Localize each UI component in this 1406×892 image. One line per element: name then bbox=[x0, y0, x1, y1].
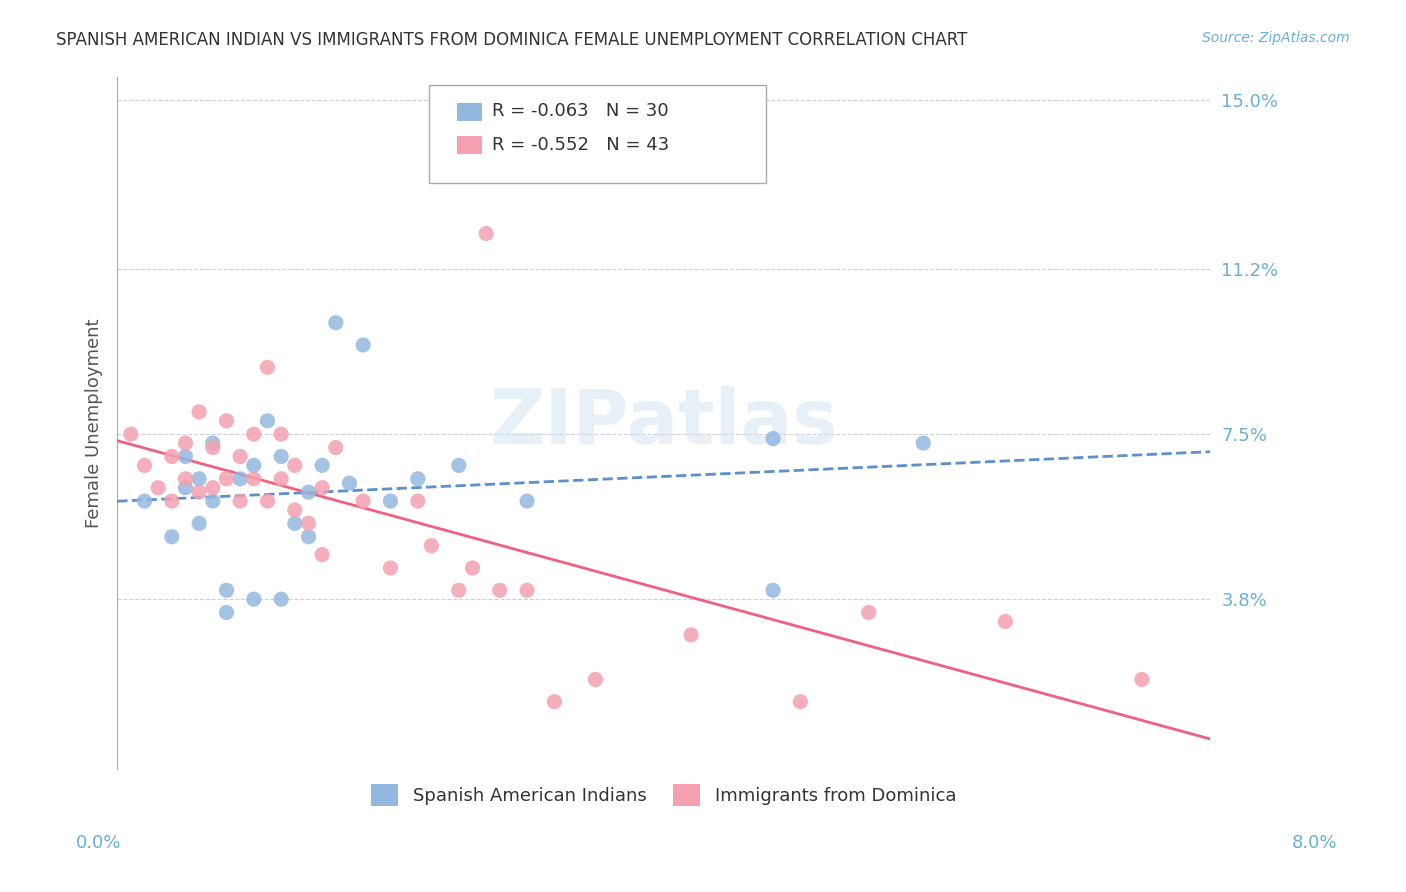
Point bbox=[188, 516, 211, 531]
Point bbox=[270, 472, 292, 486]
Point bbox=[243, 458, 266, 473]
Point bbox=[243, 472, 266, 486]
Point bbox=[461, 561, 484, 575]
Point bbox=[174, 481, 197, 495]
Point bbox=[215, 472, 238, 486]
Point bbox=[201, 441, 224, 455]
Point bbox=[789, 695, 811, 709]
Y-axis label: Female Unemployment: Female Unemployment bbox=[86, 318, 103, 528]
Point bbox=[188, 405, 211, 419]
Point bbox=[543, 695, 565, 709]
Point bbox=[325, 441, 347, 455]
Point bbox=[297, 530, 319, 544]
Point bbox=[201, 436, 224, 450]
Point bbox=[256, 414, 278, 428]
Point bbox=[380, 561, 402, 575]
Point bbox=[160, 494, 183, 508]
Point bbox=[447, 458, 470, 473]
Point bbox=[339, 476, 361, 491]
Point bbox=[406, 494, 429, 508]
Point bbox=[215, 414, 238, 428]
Point bbox=[681, 628, 703, 642]
Point bbox=[256, 360, 278, 375]
Point bbox=[284, 516, 307, 531]
Point bbox=[229, 450, 252, 464]
Point bbox=[583, 673, 606, 687]
Legend: Spanish American Indians, Immigrants from Dominica: Spanish American Indians, Immigrants fro… bbox=[361, 775, 966, 815]
Point bbox=[406, 472, 429, 486]
Point bbox=[352, 494, 374, 508]
Text: ZIPatlas: ZIPatlas bbox=[489, 386, 838, 460]
Point bbox=[174, 450, 197, 464]
Point bbox=[284, 503, 307, 517]
Point bbox=[243, 592, 266, 607]
Text: R = -0.552   N = 43: R = -0.552 N = 43 bbox=[492, 136, 669, 153]
Point bbox=[516, 494, 538, 508]
Point bbox=[420, 539, 443, 553]
Point bbox=[229, 472, 252, 486]
Point bbox=[912, 436, 935, 450]
Point bbox=[188, 485, 211, 500]
Point bbox=[256, 494, 278, 508]
Point bbox=[447, 583, 470, 598]
Text: 0.0%: 0.0% bbox=[76, 834, 121, 852]
Point bbox=[762, 432, 785, 446]
Point bbox=[488, 583, 510, 598]
Point bbox=[148, 481, 170, 495]
Point bbox=[270, 592, 292, 607]
Point bbox=[762, 583, 785, 598]
Point bbox=[201, 481, 224, 495]
Text: Source: ZipAtlas.com: Source: ZipAtlas.com bbox=[1202, 31, 1350, 45]
Point bbox=[1130, 673, 1153, 687]
Point bbox=[516, 583, 538, 598]
Point bbox=[174, 472, 197, 486]
Point bbox=[229, 494, 252, 508]
Point bbox=[352, 338, 374, 352]
Point bbox=[120, 427, 142, 442]
Point bbox=[475, 227, 498, 241]
Point bbox=[134, 494, 156, 508]
Point bbox=[188, 472, 211, 486]
Point bbox=[243, 427, 266, 442]
Point bbox=[858, 606, 880, 620]
Point bbox=[380, 494, 402, 508]
Text: R = -0.063   N = 30: R = -0.063 N = 30 bbox=[492, 103, 669, 120]
Point bbox=[311, 481, 333, 495]
Point bbox=[325, 316, 347, 330]
Point bbox=[134, 458, 156, 473]
Point bbox=[311, 548, 333, 562]
Point bbox=[215, 606, 238, 620]
Text: 8.0%: 8.0% bbox=[1292, 834, 1337, 852]
Point bbox=[215, 583, 238, 598]
Point bbox=[270, 450, 292, 464]
Point bbox=[311, 458, 333, 473]
Point bbox=[270, 427, 292, 442]
Point bbox=[160, 450, 183, 464]
Point bbox=[297, 485, 319, 500]
Point bbox=[297, 516, 319, 531]
Point bbox=[994, 615, 1017, 629]
Point bbox=[201, 494, 224, 508]
Point bbox=[160, 530, 183, 544]
Point bbox=[284, 458, 307, 473]
Point bbox=[174, 436, 197, 450]
Text: SPANISH AMERICAN INDIAN VS IMMIGRANTS FROM DOMINICA FEMALE UNEMPLOYMENT CORRELAT: SPANISH AMERICAN INDIAN VS IMMIGRANTS FR… bbox=[56, 31, 967, 49]
